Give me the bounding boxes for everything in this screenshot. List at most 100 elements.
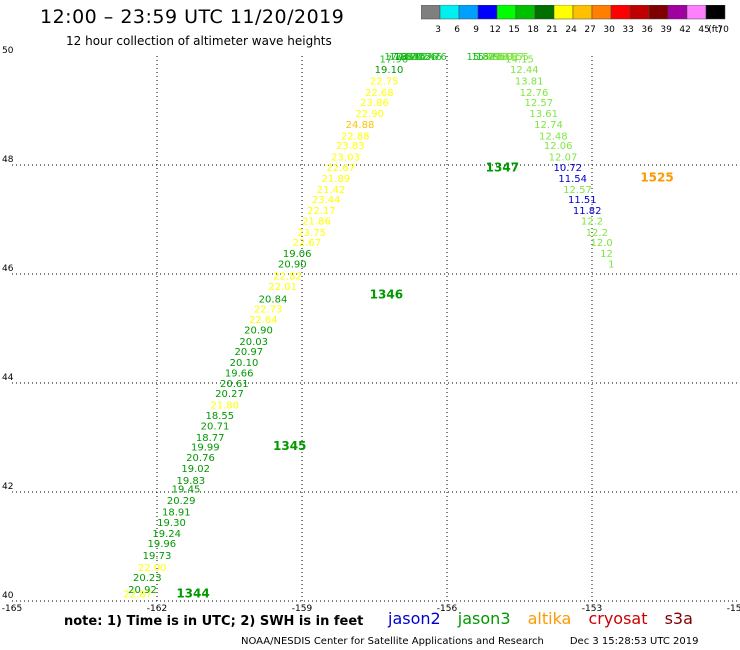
x-tick-label: -159 [292,604,313,614]
swh-value-label: 17.26 [409,52,438,63]
legend-jason3: jason3 [457,609,511,628]
swh-value-label: 15.79 [471,52,500,63]
swh-value-label: 23.75 [297,228,326,239]
footer-credit: NOAA/NESDIS Center for Satellite Applica… [241,636,544,647]
swh-value-label: 11.51 [568,195,597,206]
satellite-legend: jason2 jason3 altika cryosat s3a [388,609,705,628]
swh-value-label: 17.68 [384,52,413,63]
swh-value-label: 22.67 [293,238,322,249]
colorbar-tick-label: 45 [698,25,709,35]
pass-number-label: 1347 [486,161,519,175]
x-tick-label: -162 [147,604,167,614]
swh-value-label: 19.83 [177,476,206,487]
colorbar-tick-label: 15 [508,25,519,35]
swh-value-label: 19.96 [148,539,177,550]
swh-value-label: 15.85 [476,52,505,63]
swh-value-label: 20.90 [278,259,307,270]
swh-value-label: 17.94 [389,52,418,63]
swh-value-label: 1 [608,259,614,270]
swh-value-label: 21.86 [302,216,331,227]
swh-value-label: 22.82 [273,271,302,282]
swh-value-label: 12.2 [581,216,603,227]
pass-number-label: 1345 [273,439,306,453]
swh-value-label: 23.03 [331,153,360,164]
swh-value-label: 18.20 [394,52,423,63]
colorbar-tick-label: 42 [679,25,690,35]
swh-value-label: 14.15 [505,55,534,66]
footer-timestamp: Dec 3 15:28:53 UTC 2019 [569,636,699,647]
swh-value-label: 19.10 [375,65,404,76]
swh-value-label: 12.06 [544,141,573,152]
swh-value-label: 20.76 [186,453,215,464]
swh-value-label: 12.74 [534,120,563,131]
swh-value-label: 10.72 [554,163,583,174]
y-tick-label: 46 [2,264,14,274]
colorbar-unit: (ft) [708,25,722,35]
colorbar: 3 6 9 12 15 18 21 24 27 30 33 36 39 42 45 70(ft) [421,5,729,35]
x-tick-label: -153 [582,604,602,614]
swh-value-label: 13.61 [529,109,558,120]
swh-value-label: 22.00 [138,563,167,574]
swh-value-label: 20.29 [167,496,196,507]
swh-value-label: 20.23 [133,573,162,584]
colorbar-tick-label: 33 [622,25,633,35]
swh-value-label: 12.57 [563,185,592,196]
note-text: note: 1) Time is in UTC; 2) SWH is in fe… [64,614,364,629]
swh-value-label: 21.42 [317,185,346,196]
pass-number-label: 1346 [370,288,403,302]
legend-altika: altika [527,609,572,628]
swh-value-label: 22.73 [254,305,283,316]
swh-value-label: 12.0 [591,238,613,249]
colorbar-tick-label: 12 [489,25,500,35]
swh-value-label: 22.68 [365,88,394,99]
x-tick-label: -150 [727,604,740,614]
swh-value-label: 13.55 [500,52,529,63]
swh-value-label: 22.75 [370,76,399,87]
swh-value-label: 18.55 [206,411,235,422]
swh-value-label: 22.64 [249,315,278,326]
swh-value-label: 13.67 [496,52,525,63]
x-tick-label: -165 [2,604,22,614]
swh-value-label: 19.24 [152,529,181,540]
swh-value-label: 22.87 [123,590,152,601]
colorbar-tick-label: 3 [435,25,441,35]
swh-value-label: 19.06 [283,249,312,260]
y-tick-label: 42 [2,482,13,492]
colorbar-tick-label: 27 [584,25,595,35]
swh-value-label: 20.71 [201,421,230,432]
swh-value-label: 14.14 [481,52,510,63]
swh-value-label: 23.86 [360,98,389,109]
swh-value-label: 13.37 [486,52,515,63]
swh-value-label: 12 [600,249,613,260]
swh-value-label: 20.97 [235,347,264,358]
colorbar-swatch [705,5,726,20]
colorbar-tick-label: 6 [454,25,460,35]
swh-value-label: 23.44 [312,195,341,206]
plot-area: -165 -162 -159 -156 -153 -150 40 42 44 46 48 50 22.8… [2,46,740,614]
swh-value-label: 20.92 [128,585,157,596]
colorbar-tick-label: 39 [660,25,672,35]
swh-value-label: 11.54 [558,174,587,185]
swh-value-label: 19.02 [181,464,210,475]
swh-value-label: 12.2 [586,228,608,239]
swh-value-label: 21.89 [322,174,351,185]
x-tick-label: -156 [437,604,458,614]
colorbar-tick-label: 18 [527,25,539,35]
colorbar-tick-label: 24 [565,25,577,35]
swh-value-label: 11.82 [573,206,602,217]
swh-value-label: 22.90 [355,109,384,120]
swh-value-label: 22.01 [268,282,297,293]
swh-value-label: 22.88 [341,131,370,142]
y-tick-label: 50 [2,46,14,56]
swh-value-label: 20.27 [215,389,244,400]
swh-value-label: 18.91 [162,507,191,518]
swh-value-label: 15.83 [467,52,496,63]
colorbar-tick-label: 21 [546,25,557,35]
colorbar-tick-label: 70 [717,25,729,35]
y-tick-label: 44 [2,373,14,383]
y-tick-label: 48 [2,155,14,165]
swh-value-label: 20.84 [259,294,288,305]
swh-value-label: 13.81 [515,76,544,87]
swh-value-label: 20.10 [230,358,259,369]
swh-value-label: 12.48 [539,131,568,142]
